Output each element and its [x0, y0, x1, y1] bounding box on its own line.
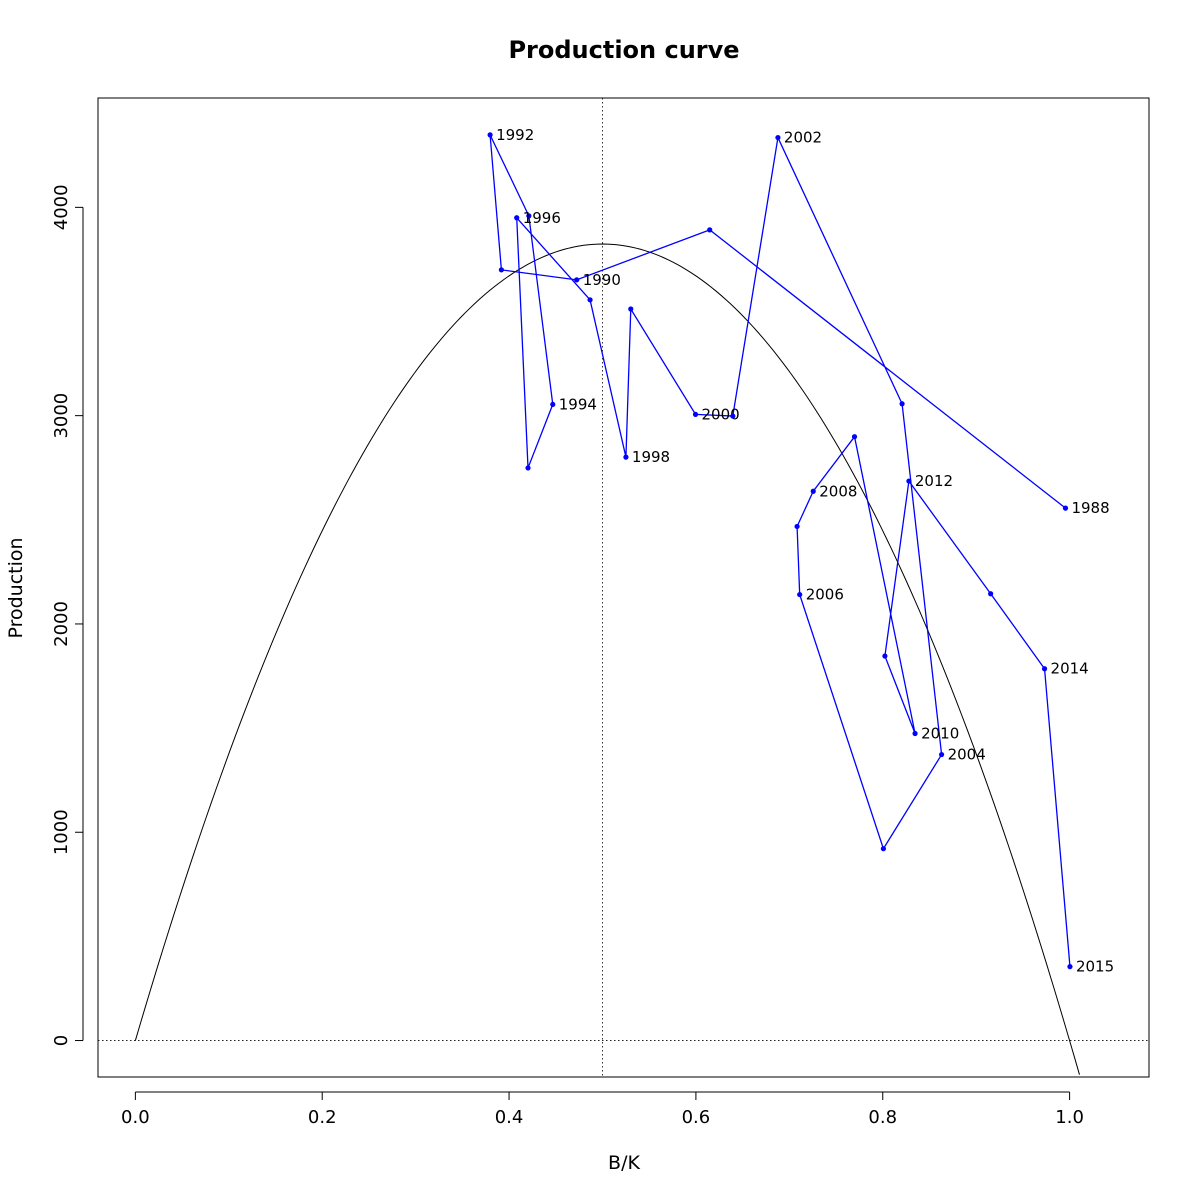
point-label: 2004	[948, 746, 986, 764]
data-point	[810, 488, 816, 494]
y-tick-label: 0	[51, 1035, 72, 1046]
y-tick-label: 2000	[51, 601, 72, 647]
data-point	[880, 846, 887, 852]
data-point	[912, 730, 918, 737]
y-tick-label: 4000	[51, 184, 72, 230]
data-point	[730, 413, 736, 419]
point-label: 2008	[819, 482, 857, 500]
point-label: 2015	[1076, 958, 1114, 976]
x-tick-label: 0.2	[308, 1107, 337, 1128]
data-point	[498, 267, 504, 273]
data-point	[574, 277, 580, 283]
x-tick-label: 0.0	[121, 1107, 150, 1128]
x-tick-label: 0.8	[868, 1107, 897, 1128]
data-point	[939, 751, 945, 758]
point-label: 1994	[559, 395, 597, 413]
point-label: 1992	[496, 126, 534, 144]
x-tick-label: 1.0	[1055, 1107, 1084, 1128]
data-point	[628, 306, 634, 312]
point-label: 2012	[915, 472, 953, 490]
data-point	[623, 454, 629, 460]
data-point	[797, 591, 803, 598]
data-point	[851, 434, 858, 440]
plot-frame	[97, 97, 1150, 1078]
production-curve-line	[134, 243, 1080, 1075]
x-tick-label: 0.6	[682, 1107, 711, 1128]
point-label: 1996	[523, 209, 561, 227]
data-point	[525, 465, 531, 471]
point-label: 2006	[806, 586, 844, 604]
data-point	[692, 411, 699, 418]
plot-area: 1988 1990 1992 1994 1996 1998 2000 2002 2004 2006…	[51, 97, 1150, 1128]
data-point	[775, 134, 781, 141]
data-point	[487, 132, 493, 138]
data-point	[988, 591, 994, 597]
data-point	[587, 297, 593, 303]
point-label: 2002	[784, 129, 822, 147]
data-point	[707, 227, 713, 233]
data-point	[550, 401, 556, 408]
point-label: 2000	[702, 405, 740, 423]
x-axis-label: B/K	[608, 1152, 640, 1174]
y-axis-label: Production	[5, 537, 27, 638]
data-point	[899, 401, 905, 407]
point-label: 1998	[632, 448, 670, 466]
data-point	[882, 653, 888, 659]
point-label: 1988	[1071, 499, 1109, 517]
y-tick-label: 3000	[51, 393, 72, 439]
series-line-0	[489, 134, 1071, 967]
data-point	[1062, 505, 1069, 511]
x-tick-label: 0.4	[495, 1107, 524, 1128]
point-label: 2010	[921, 725, 959, 743]
y-tick-label: 1000	[51, 809, 72, 855]
point-label: 1990	[583, 271, 621, 289]
chart-title: Production curve	[508, 36, 739, 64]
data-point	[526, 213, 532, 219]
data-point	[1041, 666, 1048, 672]
point-label: 2014	[1051, 660, 1089, 678]
data-point	[514, 215, 520, 221]
data-point	[794, 523, 800, 530]
data-point	[906, 478, 912, 484]
data-point	[1067, 964, 1073, 970]
